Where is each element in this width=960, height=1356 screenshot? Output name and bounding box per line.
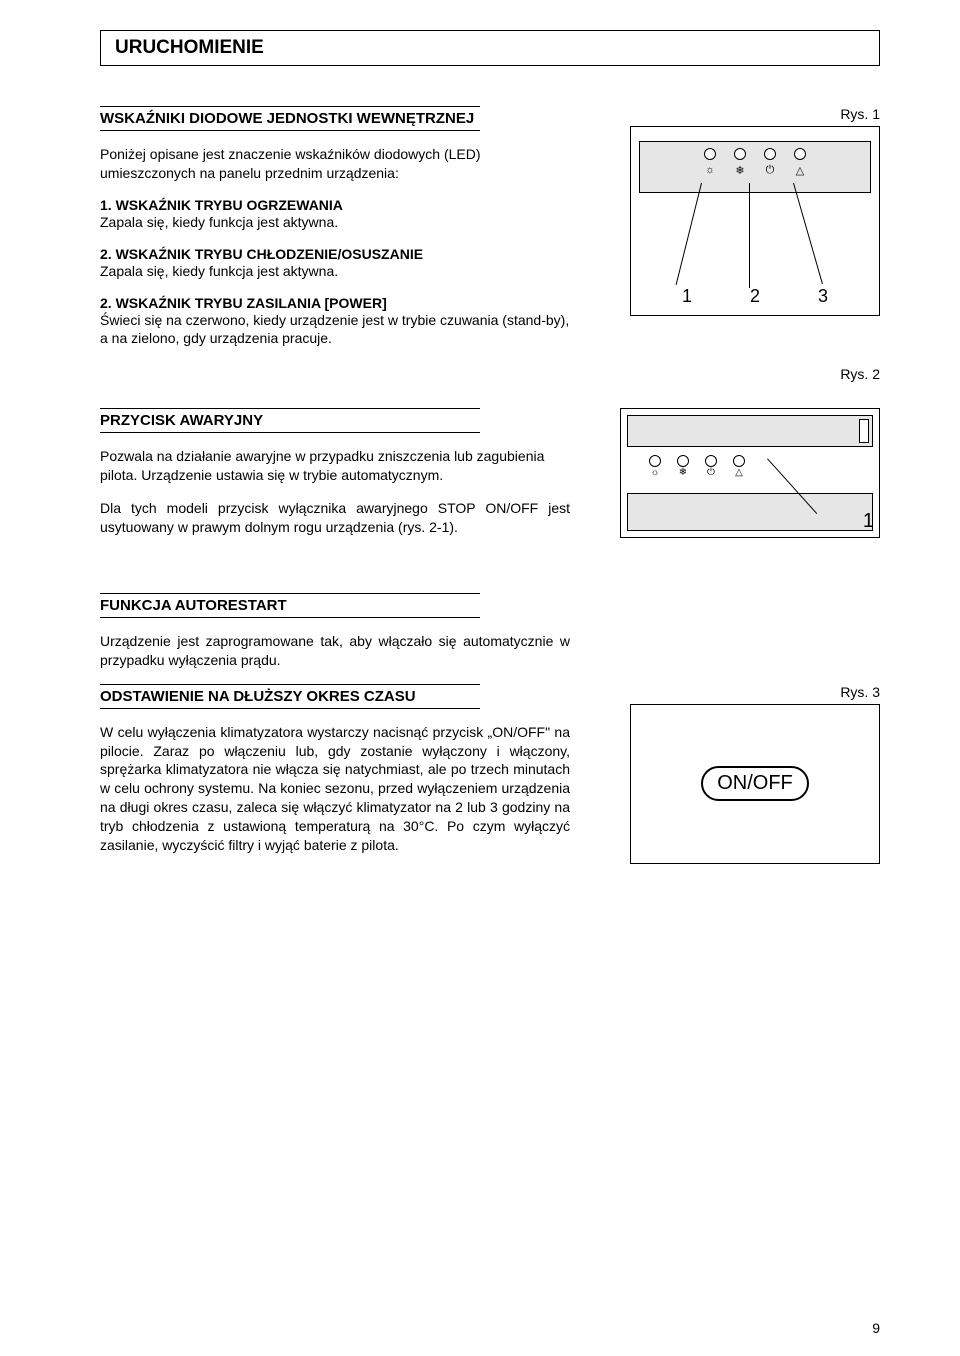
triangle-icon: △	[733, 467, 745, 478]
led-icon	[704, 148, 716, 160]
led-icon	[677, 455, 689, 467]
pointer-line	[676, 183, 702, 285]
section4-heading: ODSTAWIENIE NA DŁUŻSZY OKRES CZASU	[100, 684, 480, 709]
fig1-label: Rys. 1	[600, 106, 880, 122]
section3-p1: Urządzenie jest zaprogramowane tak, aby …	[100, 632, 570, 670]
onoff-button-graphic: ON/OFF	[701, 766, 809, 801]
sun-icon: ☼	[649, 467, 661, 478]
fig2-mid: ☼ ❄ ⏻ △	[627, 453, 873, 487]
section2-p1: Pozwala na działanie awaryjne w przypadk…	[100, 447, 570, 485]
snowflake-icon: ❄	[677, 467, 689, 478]
item1-head: 1. WSKAŹNIK TRYBU OGRZEWANIA	[100, 197, 570, 213]
figure-1: ☼ ❄ ⏻ △ 1 2 3	[630, 126, 880, 316]
led-icon	[764, 148, 776, 160]
page-title-box: URUCHOMIENIE	[100, 30, 880, 66]
section3-heading: FUNKCJA AUTORESTART	[100, 593, 480, 618]
fig1-panel: ☼ ❄ ⏻ △	[639, 141, 871, 193]
section1-heading: WSKAŹNIKI DIODOWE JEDNOSTKI WEWNĘTRZNEJ	[100, 106, 480, 131]
item3-head: 2. WSKAŹNIK TRYBU ZASILANIA [POWER]	[100, 295, 570, 311]
led-icon	[705, 455, 717, 467]
triangle-icon: △	[794, 164, 806, 177]
section2-p2: Dla tych modeli przycisk wyłącznika awar…	[100, 499, 570, 537]
fig1-num-3: 3	[818, 286, 828, 307]
led-icon	[733, 455, 745, 467]
sun-icon: ☼	[704, 164, 716, 177]
fig2-label: Rys. 2	[840, 366, 880, 382]
led-icon	[794, 148, 806, 160]
led-icon	[734, 148, 746, 160]
section1-item-2: 2. WSKAŹNIK TRYBU CHŁODZENIE/OSUSZANIE Z…	[100, 246, 570, 281]
fig2-top-bar	[627, 415, 873, 447]
section4-p1: W celu wyłączenia klimatyzatora wystarcz…	[100, 723, 570, 855]
page-title: URUCHOMIENIE	[115, 37, 865, 59]
snowflake-icon: ❄	[734, 164, 746, 177]
power-icon: ⏻	[705, 467, 717, 478]
item2-head: 2. WSKAŹNIK TRYBU CHŁODZENIE/OSUSZANIE	[100, 246, 570, 262]
fig1-num-2: 2	[750, 286, 760, 307]
page-number: 9	[872, 1320, 880, 1336]
pointer-line	[749, 183, 750, 288]
section2-heading: PRZYCISK AWARYJNY	[100, 408, 480, 433]
item3-body: Świeci się na czerwono, kiedy urządzenie…	[100, 311, 570, 349]
figure-3: ON/OFF	[630, 704, 880, 864]
led-icon	[649, 455, 661, 467]
section1-item-3: 2. WSKAŹNIK TRYBU ZASILANIA [POWER] Świe…	[100, 295, 570, 349]
item2-body: Zapala się, kiedy funkcja jest aktywna.	[100, 262, 570, 281]
item1-body: Zapala się, kiedy funkcja jest aktywna.	[100, 213, 570, 232]
fig3-label: Rys. 3	[600, 684, 880, 700]
section1-item-1: 1. WSKAŹNIK TRYBU OGRZEWANIA Zapala się,…	[100, 197, 570, 232]
power-icon: ⏻	[764, 164, 776, 177]
fig2-notch	[859, 419, 869, 443]
section1-intro: Poniżej opisane jest znaczenie wskaźnikó…	[100, 145, 570, 183]
pointer-line	[793, 183, 823, 284]
fig2-callout: 1	[600, 510, 880, 533]
fig1-num-1: 1	[682, 286, 692, 307]
